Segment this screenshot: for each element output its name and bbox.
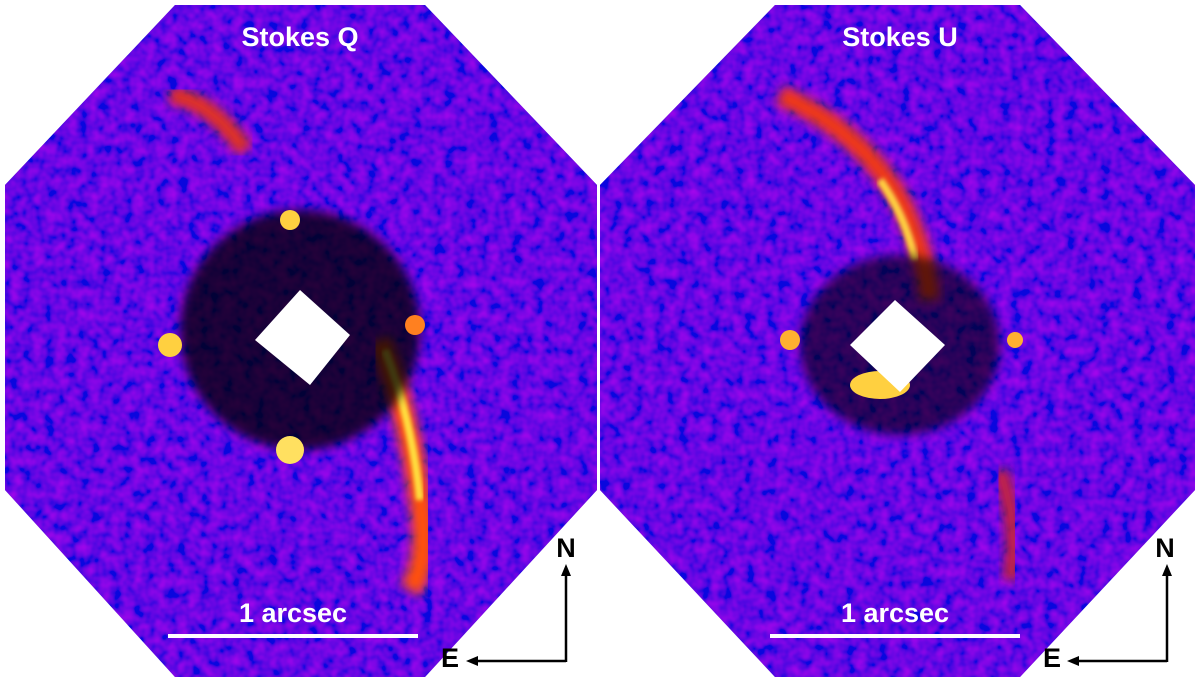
- panel-title: Stokes Q: [241, 22, 358, 52]
- core: [255, 290, 350, 385]
- disk-arc: [992, 467, 1022, 582]
- arrow-head: [561, 564, 571, 576]
- speckle: [780, 330, 800, 350]
- stokes-u-image: [600, 5, 1195, 677]
- speckle: [405, 315, 425, 335]
- arrow-head: [1067, 656, 1079, 666]
- east-label: E: [441, 643, 459, 673]
- core: [850, 300, 945, 392]
- scale-label: 1 arcsec: [841, 598, 949, 628]
- disk-streak-core: [876, 177, 919, 261]
- scale-label: 1 arcsec: [239, 598, 347, 628]
- disk-arc: [168, 86, 253, 156]
- speckle: [280, 210, 300, 230]
- arrow-head: [1162, 564, 1172, 576]
- panel-title: Stokes U: [842, 22, 958, 52]
- speckle: [276, 436, 304, 464]
- arrow-head: [466, 656, 478, 666]
- east-label: E: [1043, 643, 1061, 673]
- compass: N E: [1043, 533, 1175, 673]
- north-label: N: [556, 533, 576, 563]
- speckle: [158, 333, 182, 357]
- speckle: [1007, 332, 1023, 348]
- compass: N E: [441, 533, 576, 673]
- north-label: N: [1155, 533, 1175, 563]
- stokes-q-image: [5, 5, 597, 677]
